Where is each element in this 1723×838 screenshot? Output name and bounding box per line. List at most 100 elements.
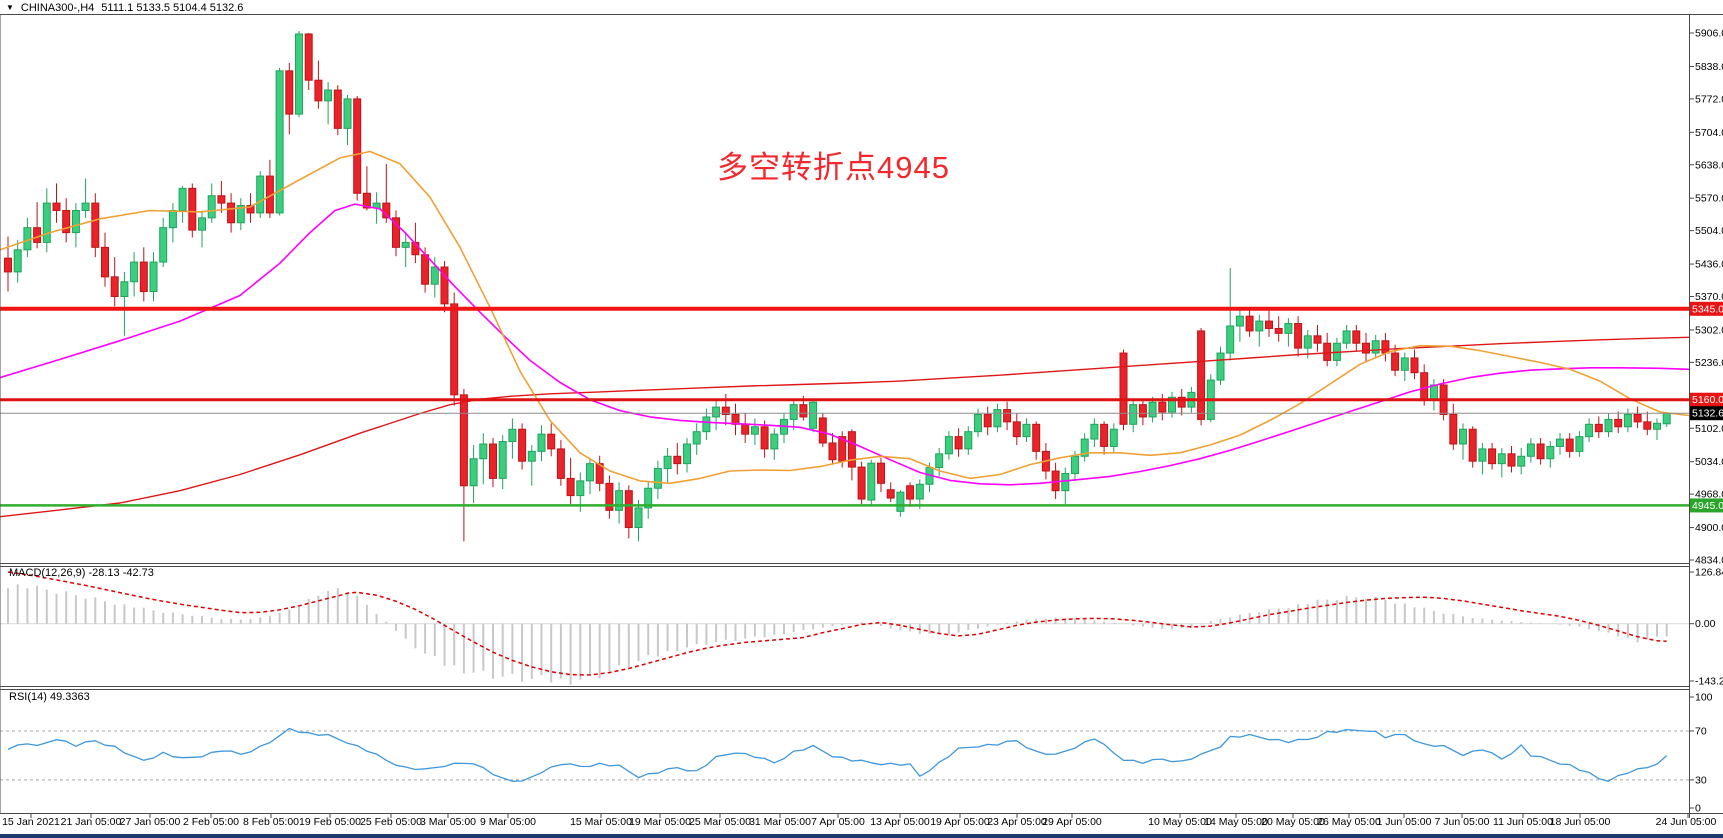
window-bottom-edge: [0, 834, 1723, 838]
bear-candle: [1313, 335, 1322, 344]
bull-candle: [149, 261, 158, 293]
bear-candle: [1138, 404, 1147, 418]
bull-candle: [1303, 335, 1312, 349]
bear-candle: [1507, 453, 1516, 467]
bear-candle: [227, 202, 236, 224]
bull-candle: [692, 431, 701, 445]
time-axis-label: 25 Mar 05:00: [689, 816, 751, 828]
bear-candle: [188, 187, 197, 231]
bull-candle: [42, 202, 51, 243]
ma-fast-orange-line: [0, 150, 1690, 485]
time-axis-label: 13 Apr 05:00: [870, 816, 930, 828]
bull-candle: [615, 490, 624, 511]
bear-candle: [333, 89, 342, 129]
price-axis-label: 5370.0: [1695, 291, 1723, 303]
bear-candle: [886, 489, 895, 499]
bull-candle: [1284, 323, 1293, 334]
price-badge: [1690, 301, 1723, 316]
price-axis-label: 5906.0: [1695, 28, 1723, 40]
price-axis-label: 5838.0: [1695, 61, 1723, 73]
bull-candle: [401, 241, 410, 248]
price-badge-text: 4945.0: [1692, 500, 1723, 512]
bull-candle: [498, 441, 507, 479]
time-axis-label: 1 Jun 05:00: [1377, 816, 1432, 828]
price-axis-label: 5236.0: [1695, 357, 1723, 369]
bear-candle: [1245, 315, 1254, 332]
price-axis-label: 4900.0: [1695, 522, 1723, 534]
bear-candle: [1158, 401, 1167, 413]
bear-candle: [440, 266, 449, 305]
bear-candle: [353, 98, 362, 194]
bull-candle: [1090, 423, 1099, 440]
bear-candle: [459, 394, 468, 487]
bear-candle: [1488, 448, 1497, 465]
time-axis-label: 19 Feb 05:00: [299, 816, 361, 828]
bear-candle: [450, 303, 459, 396]
time-axis-label: 31 Mar 05:00: [749, 816, 811, 828]
price-axis-label: 4968.0: [1695, 489, 1723, 501]
macd-axis-label: 126.84: [1695, 567, 1723, 579]
bull-candle: [1459, 428, 1467, 445]
time-axis-label: 7 Jun 05:00: [1435, 816, 1490, 828]
bear-candle: [1003, 409, 1012, 423]
bull-candle: [789, 404, 798, 420]
bear-candle: [101, 246, 109, 278]
bear-candle: [877, 462, 885, 484]
bear-candle: [489, 443, 497, 479]
bear-candle: [1420, 372, 1429, 401]
time-axis-label: 21 Jan 05:00: [61, 816, 122, 828]
bull-candle: [469, 458, 478, 487]
bear-candle: [421, 254, 430, 285]
bull-candle: [168, 209, 177, 229]
bear-candle: [1323, 342, 1332, 361]
time-axis-label: 14 May 05:00: [1204, 816, 1268, 828]
time-axis-label: 24 Jun 05:00: [1656, 816, 1717, 828]
bull-candle: [1575, 436, 1584, 452]
price-axis-label: 5570.0: [1695, 193, 1723, 205]
bull-candle: [207, 195, 216, 219]
symbol-dropdown-icon[interactable]: ▼: [6, 3, 14, 12]
bull-candle: [81, 202, 90, 211]
bull-candle: [1109, 428, 1118, 447]
bear-candle: [566, 477, 575, 497]
bull-candle: [1129, 404, 1138, 425]
bull-candle: [527, 450, 536, 462]
bull-candle: [1226, 325, 1235, 354]
bear-candle: [1362, 342, 1370, 354]
bull-candle: [576, 480, 585, 497]
bear-candle: [1352, 330, 1361, 344]
bear-candle: [741, 423, 750, 435]
bull-candle: [809, 401, 818, 429]
bull-candle: [343, 98, 352, 129]
bull-candle: [663, 455, 672, 470]
bull-candle: [178, 187, 187, 211]
price-axis-label: 4834.0: [1695, 555, 1723, 567]
bear-candle: [1012, 421, 1021, 438]
bear-candle: [1594, 423, 1603, 433]
macd-signal-line: [7, 571, 1667, 676]
bull-candle: [1478, 448, 1487, 462]
bull-candle: [1604, 418, 1613, 433]
bull-candle: [120, 281, 129, 298]
bear-candle: [1410, 357, 1419, 374]
ohlc-values-label: 5111.1 5133.5 5104.4 5132.6: [101, 1, 244, 14]
bull-candle: [1653, 422, 1661, 430]
bear-candle: [1274, 327, 1283, 334]
bear-candle: [1032, 423, 1041, 452]
price-badge: [1690, 392, 1723, 407]
bull-candle: [1623, 413, 1632, 428]
bear-candle: [1614, 418, 1623, 428]
bear-candle: [110, 276, 119, 298]
bull-candle: [1546, 445, 1555, 460]
time-axis-label: 9 Mar 05:00: [480, 816, 536, 828]
bull-candle: [634, 507, 643, 529]
bear-candle: [605, 482, 614, 511]
time-axis-label: 19 Apr 05:00: [930, 816, 990, 828]
price-axis-label: 5302.0: [1695, 324, 1723, 336]
bear-candle: [1468, 428, 1477, 462]
price-axis-label: 5704.0: [1695, 127, 1723, 139]
bear-candle: [595, 463, 604, 484]
bull-candle: [974, 413, 982, 433]
